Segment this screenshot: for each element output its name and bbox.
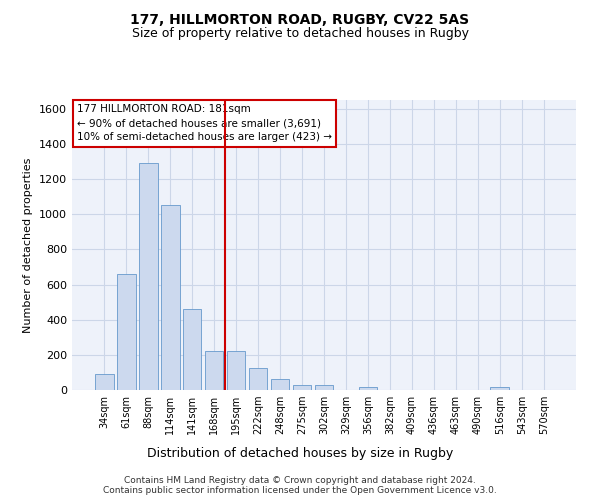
Bar — [314, 384, 334, 390]
Bar — [227, 352, 245, 390]
Bar — [205, 352, 223, 390]
Text: 177, HILLMORTON ROAD, RUGBY, CV22 5AS: 177, HILLMORTON ROAD, RUGBY, CV22 5AS — [130, 12, 470, 26]
Text: 177 HILLMORTON ROAD: 181sqm
← 90% of detached houses are smaller (3,691)
10% of : 177 HILLMORTON ROAD: 181sqm ← 90% of det… — [77, 104, 332, 142]
Bar — [139, 164, 158, 390]
Bar — [293, 384, 311, 390]
Bar — [359, 388, 377, 390]
Bar — [249, 368, 268, 390]
Text: Distribution of detached houses by size in Rugby: Distribution of detached houses by size … — [147, 448, 453, 460]
Y-axis label: Number of detached properties: Number of detached properties — [23, 158, 34, 332]
Bar — [490, 388, 509, 390]
Text: Contains HM Land Registry data © Crown copyright and database right 2024.
Contai: Contains HM Land Registry data © Crown c… — [103, 476, 497, 495]
Bar — [271, 378, 289, 390]
Bar — [161, 206, 179, 390]
Bar — [95, 374, 113, 390]
Bar — [117, 274, 136, 390]
Bar — [183, 309, 202, 390]
Text: Size of property relative to detached houses in Rugby: Size of property relative to detached ho… — [131, 28, 469, 40]
